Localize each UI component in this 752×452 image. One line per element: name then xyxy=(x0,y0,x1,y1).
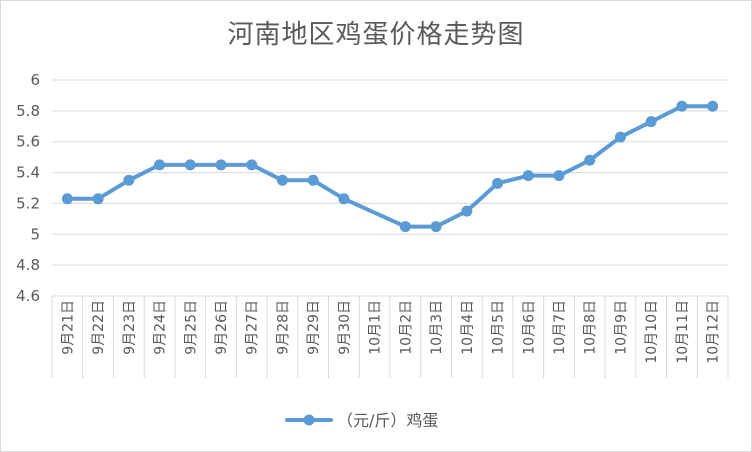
y-tick-label: 4.6 xyxy=(16,287,40,305)
data-point xyxy=(676,100,688,112)
y-tick-label: 5 xyxy=(30,225,40,243)
y-tick-label: 5.8 xyxy=(16,102,40,120)
legend-label: （元/斤）鸡蛋 xyxy=(337,411,438,430)
data-point xyxy=(553,170,565,182)
x-tick-label: 9月25日 xyxy=(183,300,199,355)
data-point xyxy=(492,177,504,189)
marker-layer xyxy=(61,100,719,233)
data-point xyxy=(123,174,135,186)
x-tick-label: 9月28日 xyxy=(275,300,291,355)
x-tick-label: 10月10日 xyxy=(644,300,660,364)
data-point xyxy=(645,116,657,128)
data-point xyxy=(246,159,258,171)
x-tick-label: 9月30日 xyxy=(337,300,353,355)
x-tick-label: 10月9日 xyxy=(613,300,629,355)
x-tick-label: 10月4日 xyxy=(460,300,476,355)
data-point xyxy=(614,131,626,143)
data-point xyxy=(184,159,196,171)
data-point xyxy=(707,100,719,112)
series-line xyxy=(65,104,715,229)
x-tick-label: 9月21日 xyxy=(60,300,76,355)
axis-layer xyxy=(51,296,729,378)
data-point xyxy=(430,221,442,233)
x-tick-label: 10月8日 xyxy=(583,300,599,355)
series-layer xyxy=(65,104,715,229)
grid-layer xyxy=(52,79,728,297)
x-tick-label: 9月26日 xyxy=(214,300,230,355)
x-tick-label: 9月22日 xyxy=(91,300,107,355)
x-tick-label: 10月2日 xyxy=(398,300,414,355)
data-point xyxy=(92,193,104,205)
legend-marker xyxy=(303,414,315,426)
data-point xyxy=(215,159,227,171)
y-tick-label: 5.6 xyxy=(16,133,40,151)
x-tick-label: 10月11日 xyxy=(675,300,691,364)
y-tick-label: 6 xyxy=(30,71,40,89)
y-tick-label: 5.2 xyxy=(16,194,40,212)
y-tick-label: 4.8 xyxy=(16,256,40,274)
x-tick-label: 10月1日 xyxy=(368,300,384,355)
x-tick-label: 10月6日 xyxy=(521,300,537,355)
data-point xyxy=(338,193,350,205)
x-tick-label: 10月3日 xyxy=(429,300,445,355)
data-point xyxy=(307,174,319,186)
x-tick-label: 9月23日 xyxy=(122,300,138,355)
legend-layer: （元/斤）鸡蛋 xyxy=(285,411,438,430)
data-point xyxy=(461,205,473,217)
chart-title: 河南地区鸡蛋价格走势图 xyxy=(227,20,525,50)
data-point xyxy=(276,174,288,186)
x-tick-label: 10月5日 xyxy=(491,300,507,355)
x-tick-label: 10月12日 xyxy=(706,300,722,364)
label-layer: 4.6 4.8 5 5.2 5.4 5.6 5.8 6 9月21日 9月22日 9月23日 9月24日… xyxy=(16,71,721,364)
x-tick-label: 9月29日 xyxy=(306,300,322,355)
y-tick-label: 5.4 xyxy=(16,164,40,182)
x-tick-label: 10月7日 xyxy=(552,300,568,355)
data-point xyxy=(61,193,73,205)
data-point xyxy=(522,170,534,182)
x-tick-label: 9月24日 xyxy=(153,300,169,355)
data-point xyxy=(584,154,596,166)
x-tick-label: 9月27日 xyxy=(245,300,261,355)
data-point xyxy=(154,159,166,171)
data-point xyxy=(399,221,411,233)
